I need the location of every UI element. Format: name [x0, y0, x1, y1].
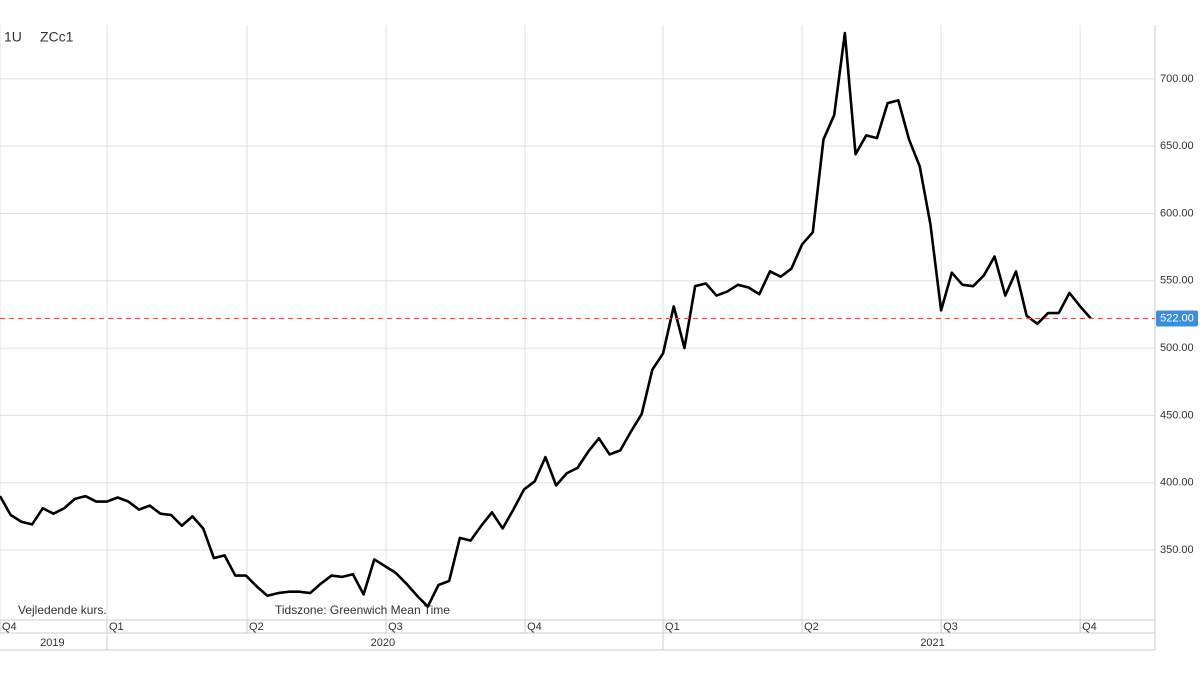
x-tick-label: Q4	[1082, 621, 1097, 633]
grid	[0, 25, 1155, 620]
x-tick-label: Q3	[388, 621, 403, 633]
x-tick-label: Q1	[109, 621, 124, 633]
y-tick-label: 650.00	[1160, 140, 1194, 152]
y-tick-label: 400.00	[1160, 477, 1194, 489]
last-price-label: 522.00	[1160, 312, 1194, 324]
y-tick-label: 600.00	[1160, 207, 1194, 219]
timezone: Tidszone: Greenwich Mean Time	[275, 603, 450, 617]
x-tick-label: Q4	[2, 621, 17, 633]
x-tick-label: Q2	[804, 621, 819, 633]
interval-label: 1U	[4, 29, 22, 45]
footnote: Vejledende kurs.	[18, 603, 107, 617]
y-tick-label: 350.00	[1160, 544, 1194, 556]
year-label: 2021	[920, 637, 944, 649]
x-tick-label: Q4	[527, 621, 542, 633]
instrument-label: ZCc1	[40, 29, 74, 45]
y-tick-label: 700.00	[1160, 73, 1194, 85]
x-tick-label: Q3	[943, 621, 958, 633]
y-tick-label: 500.00	[1160, 342, 1194, 354]
year-label: 2019	[40, 637, 64, 649]
last-price-box	[1156, 310, 1198, 327]
y-tick-label: 550.00	[1160, 275, 1194, 287]
y-tick-label: 450.00	[1160, 409, 1194, 421]
x-tick-label: Q1	[665, 621, 680, 633]
year-label: 2020	[371, 637, 395, 649]
price-line	[0, 31, 1092, 608]
x-tick-label: Q2	[249, 621, 264, 633]
